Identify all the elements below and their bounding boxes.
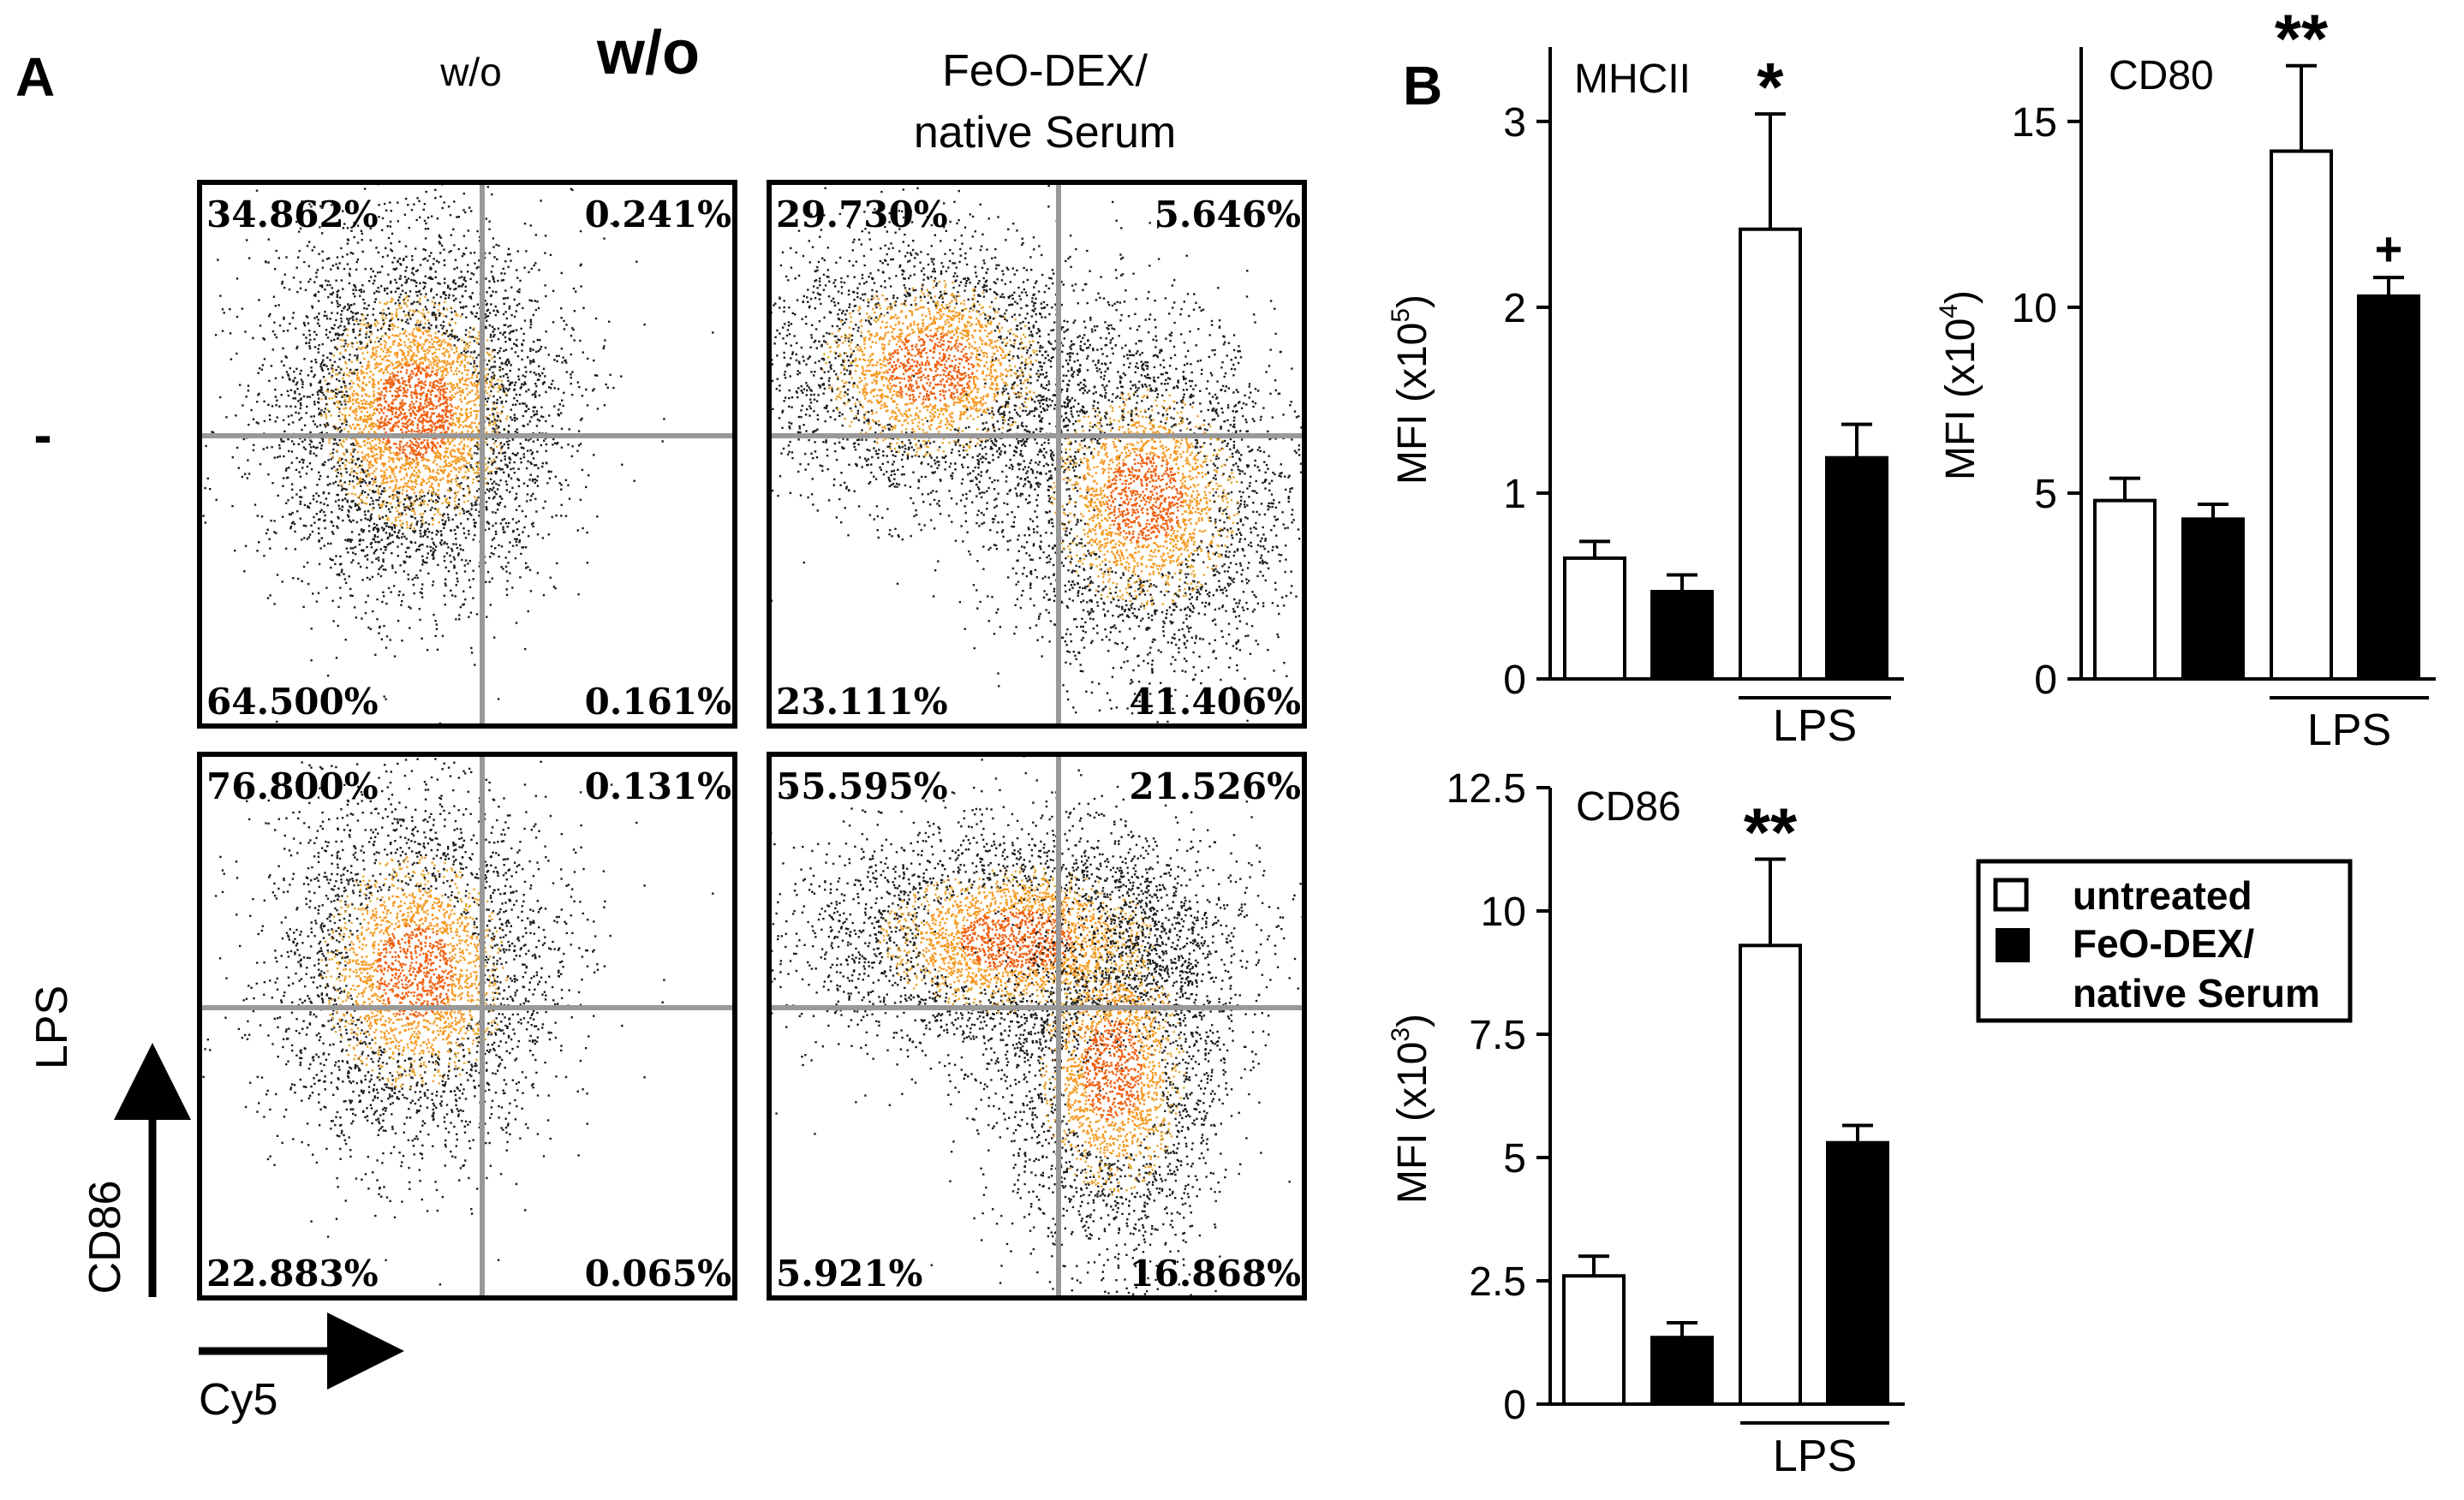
bar-chart-cd86: 0 2.5 5 7.5 10 12.5 MFI (x103) CD86 ** LPS — [1387, 766, 1905, 1481]
flow-plots: 34.862% 0.241%64.500% 0.161%29.730% 5.646%2… — [197, 180, 1307, 1301]
bar — [2270, 149, 2333, 682]
cy5-axis-label: Cy5 — [199, 1375, 277, 1425]
flow-plot: 55.595% 21.526% 5.921% 16.868% — [767, 752, 1307, 1301]
y-tick-label: 7.5 — [1469, 1013, 1526, 1058]
row-label-minus: - — [33, 404, 51, 466]
legend-label-untreated: untreated — [2073, 873, 2252, 918]
flow-dots — [200, 182, 714, 725]
bar — [2093, 498, 2157, 681]
bar — [1650, 1336, 1714, 1406]
y-tick-label: 5 — [2034, 472, 2057, 517]
group-label: LPS — [1773, 701, 1857, 751]
y-tick-label: 0 — [2034, 658, 2057, 703]
bar — [1739, 227, 1802, 681]
flow-plot: 29.730% 5.646% 23.111% 41.406% — [767, 180, 1307, 729]
chart-title: MHCII — [1574, 57, 1691, 102]
quadrant-percentage: 0.131% — [585, 765, 731, 807]
legend-swatch-untreated — [1993, 878, 2029, 912]
cd86-axis-label: CD86 — [81, 1181, 130, 1295]
chart-title: CD80 — [2109, 53, 2214, 98]
column-header-wo-small: w/o — [439, 50, 502, 94]
flow-plot-frame — [767, 180, 1307, 729]
y-tick-label: 2.5 — [1469, 1259, 1526, 1305]
y-tick-label: 0 — [1503, 1383, 1526, 1428]
group-label: LPS — [2307, 705, 2391, 755]
panel-a-label: A — [15, 46, 55, 108]
quadrant-percentage: 22.883% — [206, 1253, 379, 1295]
bar-charts: 0 1 2 3 MFI (x105) MHCII * LPS 0 5 10 15 MFI (x104) C… — [1387, 1, 2436, 1481]
legend-swatch-feodex — [1996, 928, 2030, 962]
quadrant-percentage: 0.065% — [585, 1253, 731, 1295]
y-tick-label: 5 — [1503, 1136, 1526, 1182]
quadrant-percentage: 0.241% — [585, 193, 731, 235]
panel-b-label: B — [1403, 55, 1442, 116]
y-axis-label: MFI (x103) — [1387, 1014, 1435, 1204]
y-tick-label: 10 — [1481, 890, 1526, 935]
legend-label-native-serum: native Serum — [2073, 971, 2320, 1015]
significance-marker: ** — [2275, 1, 2329, 77]
y-tick-label: 2 — [1503, 286, 1526, 331]
y-axis-label: MFI (x104) — [1935, 290, 1984, 480]
column-header-feodex-line2: native Serum — [914, 108, 1176, 158]
y-tick-label: 10 — [2012, 286, 2057, 331]
bar — [1650, 589, 1714, 682]
panel-a: A w/o w/o FeO-DEX/ native Serum - LPS CD… — [15, 19, 1307, 1425]
quadrant-percentage: 21.526% — [1129, 765, 1301, 807]
significance-marker: + — [2375, 222, 2403, 276]
column-header-feodex-line1: FeO-DEX/ — [942, 46, 1148, 96]
bar-chart-cd80: 0 5 10 15 MFI (x104) CD80 ** + LPS — [1935, 1, 2436, 755]
y-tick-label: 3 — [1503, 100, 1526, 146]
panel-b: B 0 1 2 3 MFI (x105) MHCII * LPS 0 5 10 15 MFI (x104… — [1387, 1, 2436, 1481]
quadrant-percentage: 55.595% — [776, 765, 948, 807]
bar — [2181, 517, 2245, 681]
bar — [1563, 556, 1626, 681]
quadrant-percentage: 34.862% — [206, 193, 379, 235]
flow-dots — [769, 182, 1304, 726]
flow-dots — [200, 754, 714, 1286]
quadrant-percentage: 29.730% — [776, 193, 948, 235]
quadrant-percentage: 5.646% — [1154, 193, 1301, 235]
column-header-wo-large: w/o — [596, 19, 700, 87]
y-tick-label: 15 — [2012, 100, 2057, 146]
group-label: LPS — [1773, 1432, 1857, 1481]
bar — [1825, 455, 1888, 681]
bar — [1562, 1274, 1626, 1406]
legend-label-feodex: FeO-DEX/ — [2073, 921, 2254, 966]
quadrant-percentage: 76.800% — [206, 765, 379, 807]
row-label-lps: LPS — [27, 985, 77, 1069]
bar — [1826, 1140, 1889, 1406]
significance-marker: * — [1757, 49, 1784, 125]
quadrant-percentage: 5.921% — [776, 1253, 922, 1295]
bar-chart-mhcii: 0 1 2 3 MFI (x105) MHCII * LPS — [1387, 47, 1904, 751]
quadrant-percentage: 16.868% — [1129, 1253, 1301, 1295]
y-tick-label: 12.5 — [1447, 766, 1526, 812]
flow-dots — [769, 755, 1304, 1298]
legend: untreated FeO-DEX/ native Serum — [1976, 859, 2353, 1023]
flow-plot: 34.862% 0.241% 64.500% 0.161% — [197, 180, 737, 729]
bar — [2357, 294, 2420, 681]
y-axis-label: MFI (x105) — [1387, 295, 1435, 485]
quadrant-percentage: 23.111% — [776, 681, 948, 723]
quadrant-percentage: 41.406% — [1129, 681, 1301, 723]
flow-plot-frame — [197, 752, 737, 1301]
flow-plot-frame — [767, 752, 1307, 1301]
y-tick-label: 1 — [1503, 472, 1526, 517]
bar — [1739, 943, 1802, 1406]
flow-plot-frame — [197, 180, 737, 729]
quadrant-percentage: 0.161% — [585, 681, 731, 723]
legend-box — [1976, 859, 2353, 1023]
flow-plot: 76.800% 0.131% 22.883% 0.065% — [197, 752, 737, 1301]
y-tick-label: 0 — [1503, 658, 1526, 703]
quadrant-percentage: 64.500% — [206, 681, 379, 723]
chart-title: CD86 — [1576, 784, 1681, 830]
significance-marker: ** — [1744, 795, 1798, 871]
